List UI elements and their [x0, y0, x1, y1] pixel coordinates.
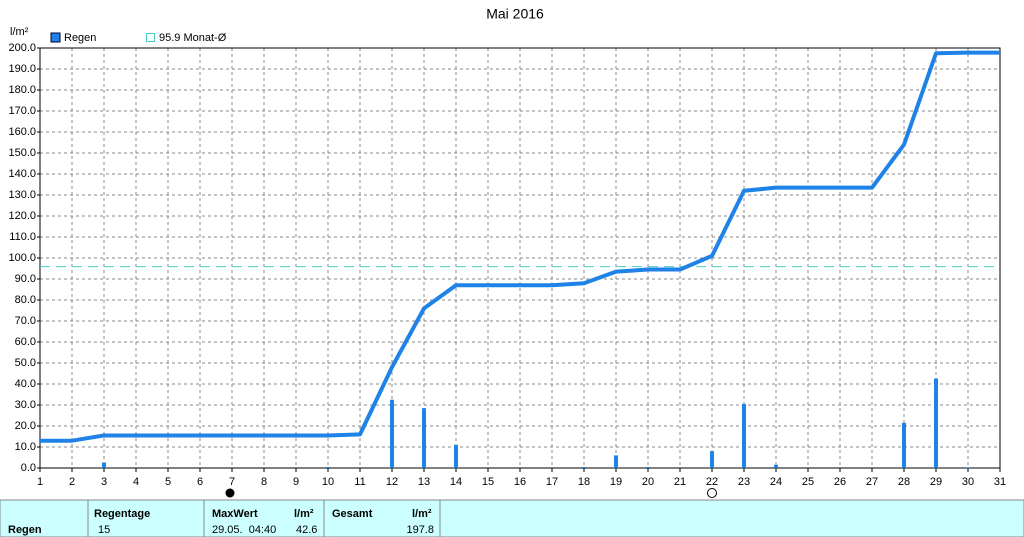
y-tick-label: 80.0 — [15, 294, 36, 306]
table-cell: 29.05. 04:40 — [212, 524, 276, 536]
x-tick-label: 10 — [322, 476, 334, 488]
bar — [774, 464, 778, 468]
y-tick-label: 190.0 — [8, 63, 36, 75]
stats-table: Regen Regentage MaxWert l/m² Gesamt l/m²… — [0, 499, 1024, 537]
bar — [582, 466, 586, 468]
x-tick-label: 19 — [610, 476, 622, 488]
x-tick-label: 20 — [642, 476, 654, 488]
legend-label: Regen — [64, 32, 96, 44]
x-tick-label: 12 — [386, 476, 398, 488]
y-tick-label: 50.0 — [15, 357, 36, 369]
bar — [646, 466, 650, 468]
x-tick-label: 1 — [37, 476, 43, 488]
x-tick-label: 13 — [418, 476, 430, 488]
y-tick-label: 60.0 — [15, 336, 36, 348]
legend: Regen 95.9 Monat-Ø — [50, 32, 227, 44]
moon-full — [225, 488, 235, 498]
bar — [966, 467, 970, 468]
table-header: l/m² — [412, 508, 432, 520]
table-background — [0, 499, 1024, 537]
y-tick-label: 20.0 — [15, 420, 36, 432]
bar — [454, 444, 458, 468]
y-tick-label: 200.0 — [8, 42, 36, 54]
bar — [934, 378, 938, 468]
x-tick-label: 6 — [197, 476, 203, 488]
bar — [742, 403, 746, 468]
table-header: Regentage — [94, 508, 150, 520]
x-tick-label: 3 — [101, 476, 107, 488]
bar — [902, 422, 906, 468]
y-axis-label: l/m² — [10, 26, 29, 38]
table-header: MaxWert — [212, 508, 258, 520]
y-tick-label: 170.0 — [8, 105, 36, 117]
plot: 0.0 10.0 20.0 30.0 40.0 50.0 60.0 70.0 80.0 90.0 1… — [8, 42, 1006, 488]
table-header: l/m² — [294, 508, 314, 520]
table-cell: 15 — [98, 524, 110, 536]
x-tick-label: 24 — [770, 476, 782, 488]
y-tick-label: 150.0 — [8, 147, 36, 159]
legend-swatch — [50, 32, 61, 43]
row-label: Regen — [8, 524, 42, 536]
y-tick-label: 70.0 — [15, 315, 36, 327]
cumulative-line — [40, 50, 1000, 443]
x-tick-label: 8 — [261, 476, 267, 488]
x-tick-label: 17 — [546, 476, 558, 488]
x-tick-label: 27 — [866, 476, 878, 488]
x-tick-label: 2 — [69, 476, 75, 488]
y-tick-label: 160.0 — [8, 126, 36, 138]
x-tick-label: 22 — [706, 476, 718, 488]
chart-title: Mai 2016 — [486, 6, 544, 22]
legend-label: 95.9 Monat-Ø — [159, 32, 227, 44]
x-tick-label: 18 — [578, 476, 590, 488]
x-tick-label: 14 — [450, 476, 462, 488]
x-tick-label: 11 — [354, 476, 365, 488]
x-tick-label: 4 — [133, 476, 139, 488]
x-tick-label: 16 — [514, 476, 526, 488]
x-tick-label: 15 — [482, 476, 494, 488]
x-tick-label: 31 — [994, 476, 1006, 488]
x-tick-label: 30 — [962, 476, 974, 488]
bar — [390, 399, 394, 468]
x-tick-label: 5 — [165, 476, 171, 488]
y-tick-label: 10.0 — [15, 441, 36, 453]
y-tick-label: 110.0 — [9, 231, 36, 243]
y-tick-label: 180.0 — [8, 84, 36, 96]
y-tick-label: 0.0 — [21, 462, 36, 474]
x-tick-label: 7 — [229, 476, 235, 488]
x-tick-label: 21 — [674, 476, 686, 488]
x-tick-label: 23 — [738, 476, 750, 488]
plot-border — [39, 47, 1001, 469]
x-tick-label: 25 — [802, 476, 814, 488]
y-tick-label: 120.0 — [8, 210, 36, 222]
table-cell: 197.8 — [406, 524, 434, 536]
bar — [710, 451, 714, 468]
bar — [614, 455, 618, 468]
bar — [102, 462, 106, 468]
moon-new — [707, 488, 717, 498]
x-tick-label: 29 — [930, 476, 942, 488]
table-header: Gesamt — [332, 508, 373, 520]
bar — [326, 466, 330, 468]
x-tick-label: 9 — [293, 476, 299, 488]
x-tick-label: 26 — [834, 476, 846, 488]
x-tick-label: 28 — [898, 476, 910, 488]
y-tick-label: 90.0 — [15, 273, 36, 285]
legend-swatch — [146, 33, 155, 42]
y-tick-label: 140.0 — [8, 168, 36, 180]
bar — [422, 408, 426, 468]
table-cell: 42.6 — [296, 524, 317, 536]
y-tick-label: 40.0 — [15, 378, 36, 390]
y-tick-label: 100.0 — [8, 252, 36, 264]
y-tick-label: 30.0 — [15, 399, 36, 411]
y-tick-label: 130.0 — [8, 189, 36, 201]
